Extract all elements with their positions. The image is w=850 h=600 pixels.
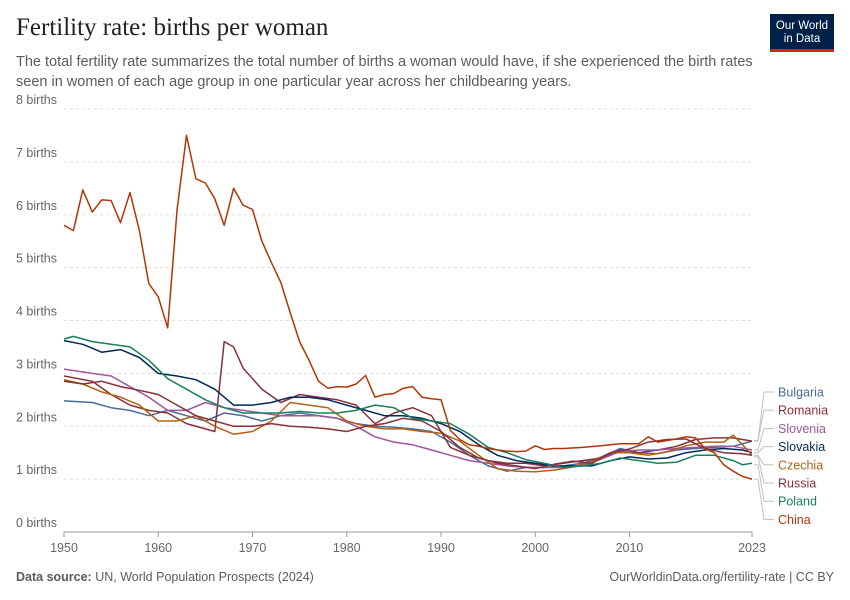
chart-subtitle: The total fertility rate summarizes the … <box>16 54 753 90</box>
x-tick-label: 1970 <box>239 541 267 555</box>
legend-connector <box>754 427 774 451</box>
x-tick-label: 1980 <box>333 541 361 555</box>
data-source-text: UN, World Population Prospects (2024) <box>95 570 314 584</box>
legend-label-china[interactable]: China <box>778 513 811 527</box>
x-tick-label: 1960 <box>144 541 172 555</box>
x-tick-label: 2000 <box>521 541 549 555</box>
series-line-russia[interactable] <box>63 380 753 470</box>
legend-connector <box>754 464 774 502</box>
series-line-bulgaria[interactable] <box>63 400 753 472</box>
y-tick-label: 0 births <box>16 516 57 530</box>
legend-label-poland[interactable]: Poland <box>778 495 817 509</box>
series-line-poland[interactable] <box>63 335 753 469</box>
legend-connector <box>754 478 774 520</box>
y-tick-label: 1 births <box>16 463 57 477</box>
y-tick-label: 2 births <box>16 410 57 424</box>
owid-logo[interactable]: Our World in Data <box>770 14 834 52</box>
y-tick-label: 4 births <box>16 305 57 319</box>
series-line-china[interactable] <box>63 134 753 480</box>
y-tick-label: 8 births <box>16 93 57 107</box>
data-source-label: Data source: <box>16 570 92 584</box>
logo-line-1: Our World <box>775 20 829 32</box>
legend-label-romania[interactable]: Romania <box>778 404 828 418</box>
legend-label-czechia[interactable]: Czechia <box>778 458 823 472</box>
series-line-romania[interactable] <box>63 340 753 467</box>
footer-link[interactable]: OurWorldinData.org/fertility-rate | CC B… <box>609 570 834 584</box>
legend-connector <box>754 391 774 442</box>
series-layer <box>63 134 753 480</box>
axis-layer: 0 births 1 births 2 births 3 births 4 births… <box>16 93 766 555</box>
series-line-slovakia[interactable] <box>63 339 753 467</box>
legend-label-slovakia[interactable]: Slovakia <box>778 440 825 454</box>
legend-connector <box>754 409 774 441</box>
grid-layer <box>64 108 752 533</box>
legend-connector <box>754 456 774 484</box>
legend-layer: Bulgaria Romania Slovenia Slovakia Czechia Ru… <box>754 386 828 527</box>
data-source: Data source: UN, World Population Prospe… <box>16 570 314 584</box>
y-tick-label: 5 births <box>16 252 57 266</box>
series-line-czechia[interactable] <box>63 378 753 473</box>
y-tick-label: 7 births <box>16 146 57 160</box>
legend-label-slovenia[interactable]: Slovenia <box>778 422 826 436</box>
legend-connector <box>754 446 774 454</box>
legend-label-bulgaria[interactable]: Bulgaria <box>778 386 824 400</box>
x-tick-label: 1990 <box>427 541 455 555</box>
y-tick-label: 3 births <box>16 357 57 371</box>
y-tick-label: 6 births <box>16 199 57 213</box>
x-tick-label: 2010 <box>616 541 644 555</box>
legend-label-russia[interactable]: Russia <box>778 477 816 491</box>
chart-title: Fertility rate: births per woman <box>16 14 329 41</box>
x-tick-label: 1950 <box>50 541 78 555</box>
x-tick-label: 2023 <box>738 541 766 555</box>
legend-connector <box>754 454 774 466</box>
logo-line-2: in Data <box>783 33 821 45</box>
